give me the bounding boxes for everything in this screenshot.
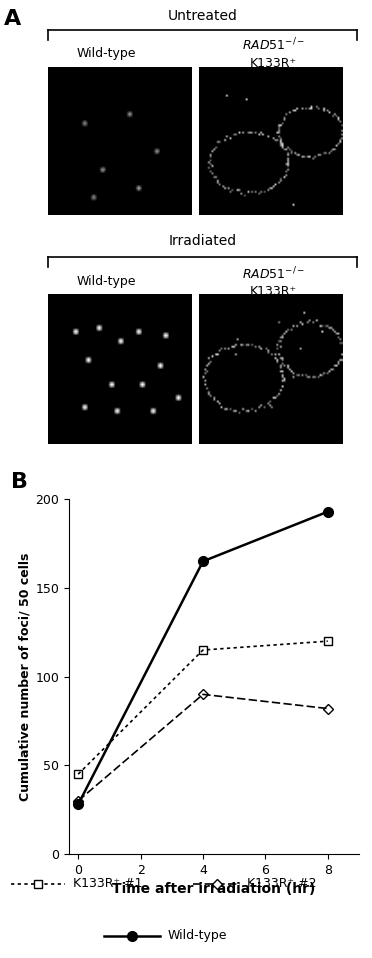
Text: K133R⁺ #2: K133R⁺ #2 [247, 878, 317, 890]
Text: $\mathit{RAD51}^{-/-}$
K133R⁺: $\mathit{RAD51}^{-/-}$ K133R⁺ [242, 37, 305, 70]
Y-axis label: Cumulative number of foci/ 50 cells: Cumulative number of foci/ 50 cells [18, 553, 31, 801]
Text: Wild-type: Wild-type [76, 47, 136, 59]
Text: K133R⁺ #1: K133R⁺ #1 [73, 878, 142, 890]
Text: Irradiated: Irradiated [169, 235, 237, 248]
Text: $\mathit{RAD51}^{-/-}$
K133R⁺: $\mathit{RAD51}^{-/-}$ K133R⁺ [242, 265, 305, 298]
Text: Untreated: Untreated [168, 10, 238, 23]
Text: A: A [4, 10, 21, 30]
Text: B: B [11, 471, 28, 491]
Text: Wild-type: Wild-type [167, 929, 227, 943]
Text: Wild-type: Wild-type [76, 276, 136, 288]
X-axis label: Time after irradiation (hr): Time after irradiation (hr) [112, 882, 315, 897]
